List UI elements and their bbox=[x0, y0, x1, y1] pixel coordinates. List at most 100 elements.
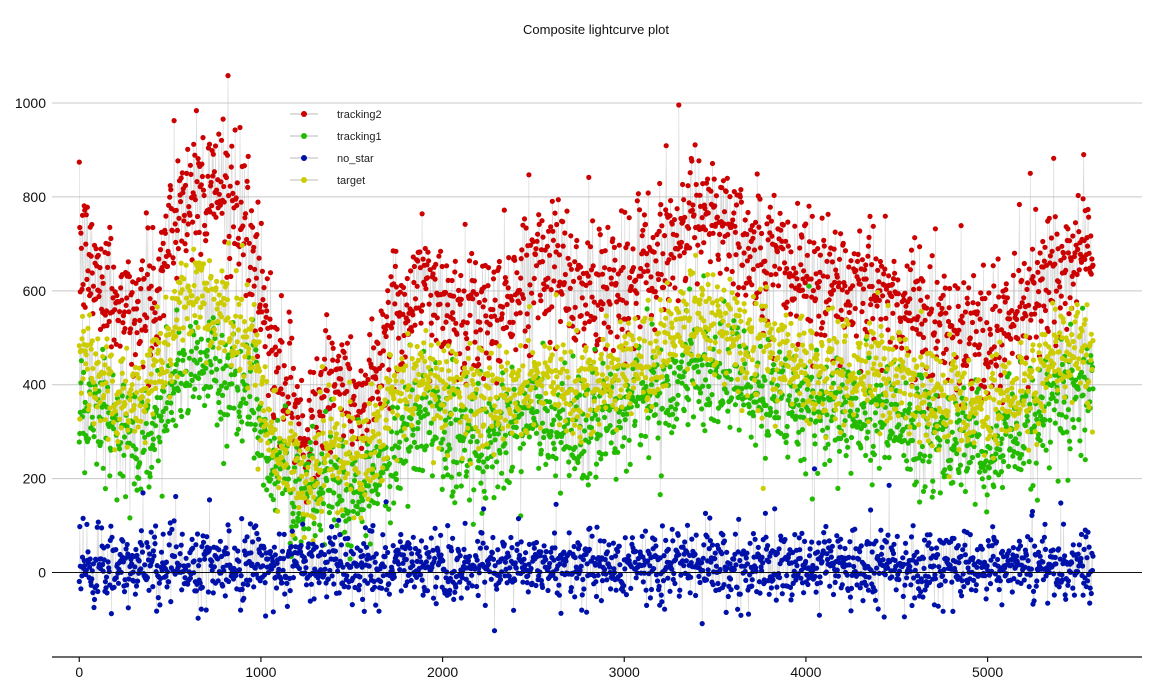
data-point-tracking1 bbox=[707, 368, 714, 375]
data-point-tracking2 bbox=[746, 275, 752, 281]
data-point-tracking2 bbox=[667, 213, 673, 219]
data-point-tracking1 bbox=[517, 445, 523, 451]
data-point-tracking2 bbox=[855, 251, 861, 257]
data-point-tracking2 bbox=[182, 241, 188, 247]
data-point-tracking1 bbox=[251, 455, 257, 461]
data-point-tracking2 bbox=[123, 302, 129, 308]
data-point-target bbox=[440, 379, 446, 385]
data-point-tracking1 bbox=[347, 556, 353, 562]
data-point-tracking2 bbox=[853, 333, 860, 339]
data-point-tracking2 bbox=[206, 141, 213, 147]
data-point-tracking1 bbox=[842, 418, 848, 424]
data-point-tracking2 bbox=[721, 221, 727, 227]
data-point-target bbox=[273, 447, 279, 453]
data-point-tracking1 bbox=[697, 390, 704, 396]
data-point-tracking2 bbox=[245, 184, 251, 190]
data-point-tracking1 bbox=[470, 433, 476, 440]
data-point-target bbox=[515, 407, 522, 413]
data-point-tracking2 bbox=[524, 252, 530, 258]
data-point-tracking2 bbox=[443, 319, 449, 325]
data-point-tracking1 bbox=[414, 444, 420, 450]
data-point-tracking1 bbox=[845, 444, 851, 450]
data-point-tracking2 bbox=[484, 330, 491, 336]
data-point-tracking1 bbox=[492, 437, 498, 443]
data-point-target bbox=[604, 376, 610, 382]
data-point-tracking2 bbox=[1028, 317, 1034, 323]
data-point-target bbox=[723, 310, 729, 316]
data-point-tracking2 bbox=[339, 342, 345, 348]
data-point-tracking1 bbox=[231, 405, 237, 411]
data-point-tracking2 bbox=[492, 297, 498, 303]
data-point-target bbox=[203, 360, 209, 366]
data-point-target bbox=[463, 431, 469, 437]
data-point-target bbox=[426, 378, 432, 384]
data-point-target bbox=[657, 297, 663, 303]
data-point-tracking2 bbox=[360, 407, 366, 413]
data-point-tracking1 bbox=[597, 432, 603, 438]
data-point-tracking2 bbox=[549, 304, 555, 310]
data-point-tracking1 bbox=[1088, 353, 1094, 359]
data-point-tracking1 bbox=[1055, 478, 1061, 484]
data-point-tracking1 bbox=[962, 488, 969, 495]
data-point-tracking2 bbox=[882, 213, 888, 219]
data-point-tracking1 bbox=[589, 416, 595, 422]
data-point-tracking2 bbox=[1035, 289, 1042, 295]
data-point-tracking2 bbox=[295, 414, 301, 420]
data-point-tracking2 bbox=[762, 258, 768, 264]
data-point-tracking1 bbox=[657, 492, 663, 498]
data-point-target bbox=[220, 340, 226, 346]
data-point-tracking2 bbox=[606, 266, 613, 272]
data-point-target bbox=[475, 428, 481, 434]
data-point-tracking2 bbox=[1058, 293, 1064, 299]
data-point-tracking2 bbox=[895, 277, 901, 283]
data-point-tracking2 bbox=[711, 176, 717, 182]
data-point-target bbox=[160, 384, 166, 390]
data-point-tracking1 bbox=[202, 402, 208, 409]
data-point-tracking2 bbox=[321, 356, 328, 362]
data-point-tracking2 bbox=[985, 364, 991, 370]
data-point-tracking2 bbox=[1065, 226, 1071, 232]
data-point-tracking1 bbox=[486, 400, 492, 406]
data-point-tracking1 bbox=[680, 373, 686, 380]
data-point-tracking1 bbox=[350, 499, 356, 505]
data-point-tracking1 bbox=[675, 379, 681, 385]
data-point-tracking2 bbox=[637, 324, 643, 330]
data-point-target bbox=[741, 301, 747, 307]
data-point-tracking1 bbox=[333, 464, 340, 470]
data-point-tracking2 bbox=[919, 321, 925, 327]
data-point-tracking2 bbox=[550, 228, 556, 234]
data-point-tracking2 bbox=[978, 290, 984, 296]
data-point-tracking2 bbox=[995, 256, 1001, 262]
data-point-tracking2 bbox=[475, 356, 481, 362]
data-point-tracking2 bbox=[351, 393, 357, 399]
data-point-tracking2 bbox=[300, 413, 306, 419]
data-point-tracking2 bbox=[745, 245, 752, 251]
data-point-tracking2 bbox=[233, 195, 239, 201]
data-point-tracking1 bbox=[253, 347, 259, 353]
data-point-tracking1 bbox=[809, 496, 815, 502]
data-point-tracking2 bbox=[223, 174, 229, 181]
data-point-target bbox=[489, 423, 495, 429]
data-point-tracking2 bbox=[126, 309, 132, 315]
data-point-tracking1 bbox=[856, 369, 862, 376]
data-point-tracking2 bbox=[726, 253, 733, 259]
data-point-tracking1 bbox=[491, 431, 498, 437]
data-point-target bbox=[689, 352, 695, 358]
data-point-tracking1 bbox=[724, 374, 730, 380]
data-point-tracking1 bbox=[326, 509, 332, 516]
data-point-tracking1 bbox=[920, 458, 926, 464]
data-point-tracking1 bbox=[1024, 413, 1030, 419]
data-point-tracking2 bbox=[703, 180, 710, 186]
data-point-target bbox=[602, 388, 608, 394]
data-point-tracking1 bbox=[999, 484, 1006, 491]
data-point-tracking2 bbox=[1082, 256, 1088, 262]
data-point-tracking2 bbox=[88, 291, 94, 297]
data-point-tracking1 bbox=[327, 487, 333, 493]
data-point-tracking2 bbox=[560, 243, 566, 249]
data-point-tracking2 bbox=[279, 391, 286, 397]
data-point-tracking2 bbox=[817, 269, 823, 275]
data-point-tracking1 bbox=[922, 484, 928, 490]
data-point-tracking2 bbox=[1062, 300, 1068, 307]
data-point-tracking2 bbox=[412, 322, 418, 328]
data-point-tracking2 bbox=[279, 339, 285, 345]
